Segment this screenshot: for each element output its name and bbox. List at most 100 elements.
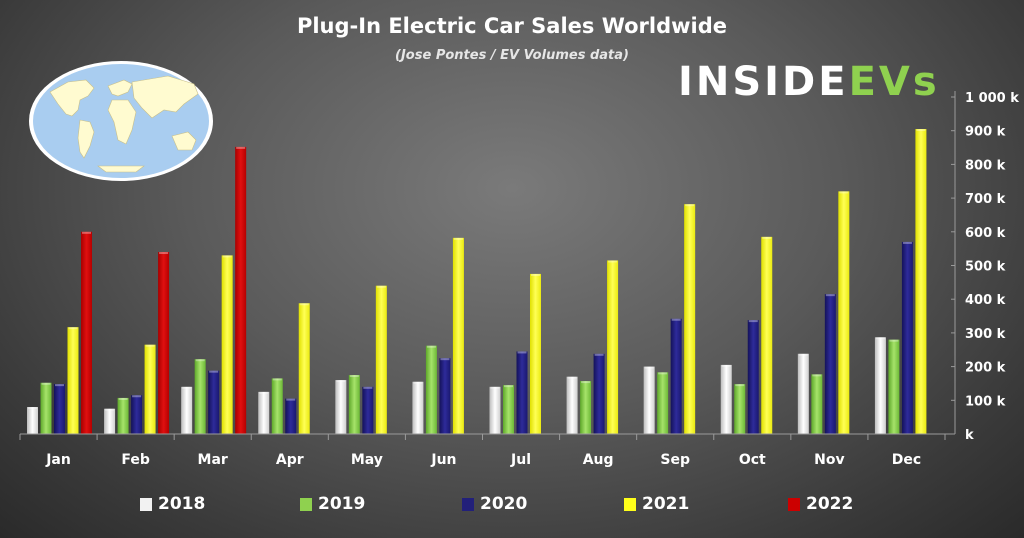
x-tick-label: May xyxy=(351,452,383,468)
bar-2020-aug xyxy=(593,353,605,434)
bar-highlight xyxy=(889,339,899,342)
bar-highlight xyxy=(55,384,64,387)
bar-highlight xyxy=(259,391,269,394)
bar-highlight xyxy=(658,372,668,375)
bar-highlight xyxy=(182,386,192,389)
bar-2018-jan xyxy=(27,407,38,434)
bar-highlight xyxy=(531,273,540,276)
bar-highlight xyxy=(68,327,78,330)
bar-highlight xyxy=(762,236,772,239)
bar-highlight xyxy=(839,191,849,194)
bar-highlight xyxy=(671,318,681,321)
world-map-icon xyxy=(29,61,213,181)
bar-highlight xyxy=(105,408,115,411)
bar-highlight xyxy=(236,146,246,149)
bar-2019-feb xyxy=(117,397,129,434)
legend-item-2020: 2020 xyxy=(462,490,527,518)
bar-highlight xyxy=(644,366,654,369)
bar-2018-aug xyxy=(566,376,578,434)
bar-2018-nov xyxy=(797,353,809,434)
bar-highlight xyxy=(41,382,51,385)
bar-highlight xyxy=(145,344,155,347)
bar-2019-jul xyxy=(503,385,514,434)
legend-swatch xyxy=(624,497,636,511)
bar-2021-jan xyxy=(67,327,79,434)
bar-2020-sep xyxy=(670,318,682,434)
bar-2021-mar xyxy=(221,255,233,434)
bar-2019-jun xyxy=(425,345,437,434)
bar-2019-mar xyxy=(194,359,206,434)
bar-highlight xyxy=(685,204,695,207)
chart-title: Plug-In Electric Car Sales Worldwide xyxy=(296,14,728,38)
bar-highlight xyxy=(490,386,500,389)
y-tick-label: 400 k xyxy=(965,293,1006,308)
bar-2020-dec xyxy=(901,241,913,434)
bar-2021-dec xyxy=(915,129,927,434)
y-tick-label: k xyxy=(965,428,974,443)
logo-main: INSIDEEV xyxy=(678,59,913,105)
bar-2018-feb xyxy=(104,408,116,434)
bar-highlight xyxy=(825,294,835,297)
y-tick-label: 200 k xyxy=(965,361,1006,376)
bar-highlight xyxy=(222,255,232,258)
bar-2021-nov xyxy=(838,191,850,434)
bar-highlight xyxy=(440,358,450,361)
x-tick-label: Feb xyxy=(121,452,150,468)
bar-2020-nov xyxy=(824,294,836,434)
bar-highlight xyxy=(82,231,91,234)
bar-highlight xyxy=(748,320,758,323)
bar-2018-mar xyxy=(181,386,193,434)
bar-2019-jan xyxy=(40,382,52,434)
legend-swatch xyxy=(462,497,474,511)
bar-2020-may xyxy=(362,386,374,434)
bar-2019-oct xyxy=(734,384,746,434)
x-tick-label: Dec xyxy=(892,452,921,468)
y-tick-label: 900 k xyxy=(965,125,1006,140)
legend-swatch xyxy=(300,497,312,511)
bar-highlight xyxy=(209,370,219,373)
bar-2018-dec xyxy=(874,337,886,434)
bar-2021-oct xyxy=(761,236,773,434)
bar-highlight xyxy=(299,303,309,306)
bar-highlight xyxy=(517,351,527,354)
y-tick-label: 800 k xyxy=(965,158,1006,173)
bar-2021-aug xyxy=(607,260,619,434)
bar-2019-aug xyxy=(580,381,592,434)
bar-2021-jul xyxy=(530,273,541,434)
logo-word-ev: EV xyxy=(848,59,913,105)
bar-2020-apr xyxy=(285,398,297,434)
legend-item-2018: 2018 xyxy=(140,490,205,518)
chart-legend: 2018 2019 2020 2021 2022 xyxy=(0,490,1024,518)
legend-label: 2019 xyxy=(318,494,366,514)
x-tick-label: Apr xyxy=(276,452,304,468)
bar-highlight xyxy=(721,364,731,367)
bar-2018-apr xyxy=(258,391,270,434)
bar-2021-jun xyxy=(452,237,464,434)
bar-highlight xyxy=(195,359,205,362)
y-tick-label: 300 k xyxy=(965,327,1006,342)
bar-2019-apr xyxy=(271,378,283,434)
bar-2018-jun xyxy=(412,381,424,434)
bar-highlight xyxy=(336,380,346,383)
bar-2022-jan xyxy=(81,231,92,434)
bar-highlight xyxy=(272,378,282,381)
bar-2020-oct xyxy=(747,320,759,434)
y-tick-label: 100 k xyxy=(965,394,1006,409)
bar-2020-feb xyxy=(131,395,143,434)
x-tick-label: Aug xyxy=(583,452,614,468)
bar-highlight xyxy=(349,375,359,378)
x-tick-label: Nov xyxy=(814,452,844,468)
bar-2022-mar xyxy=(235,146,247,434)
bar-highlight xyxy=(504,385,513,388)
bar-2021-apr xyxy=(298,303,310,434)
logo-word-inside: INSIDE xyxy=(678,59,849,105)
axis-layer: k 100 k 200 k 300 k 400 k 500 k 600 k 700 k 800 … xyxy=(19,91,1019,468)
x-tick-label: Sep xyxy=(660,452,690,468)
bar-highlight xyxy=(426,345,436,348)
bar-highlight xyxy=(286,398,296,401)
bar-2018-jul xyxy=(489,386,501,434)
legend-item-2019: 2019 xyxy=(300,490,365,518)
bar-2019-nov xyxy=(811,374,823,434)
